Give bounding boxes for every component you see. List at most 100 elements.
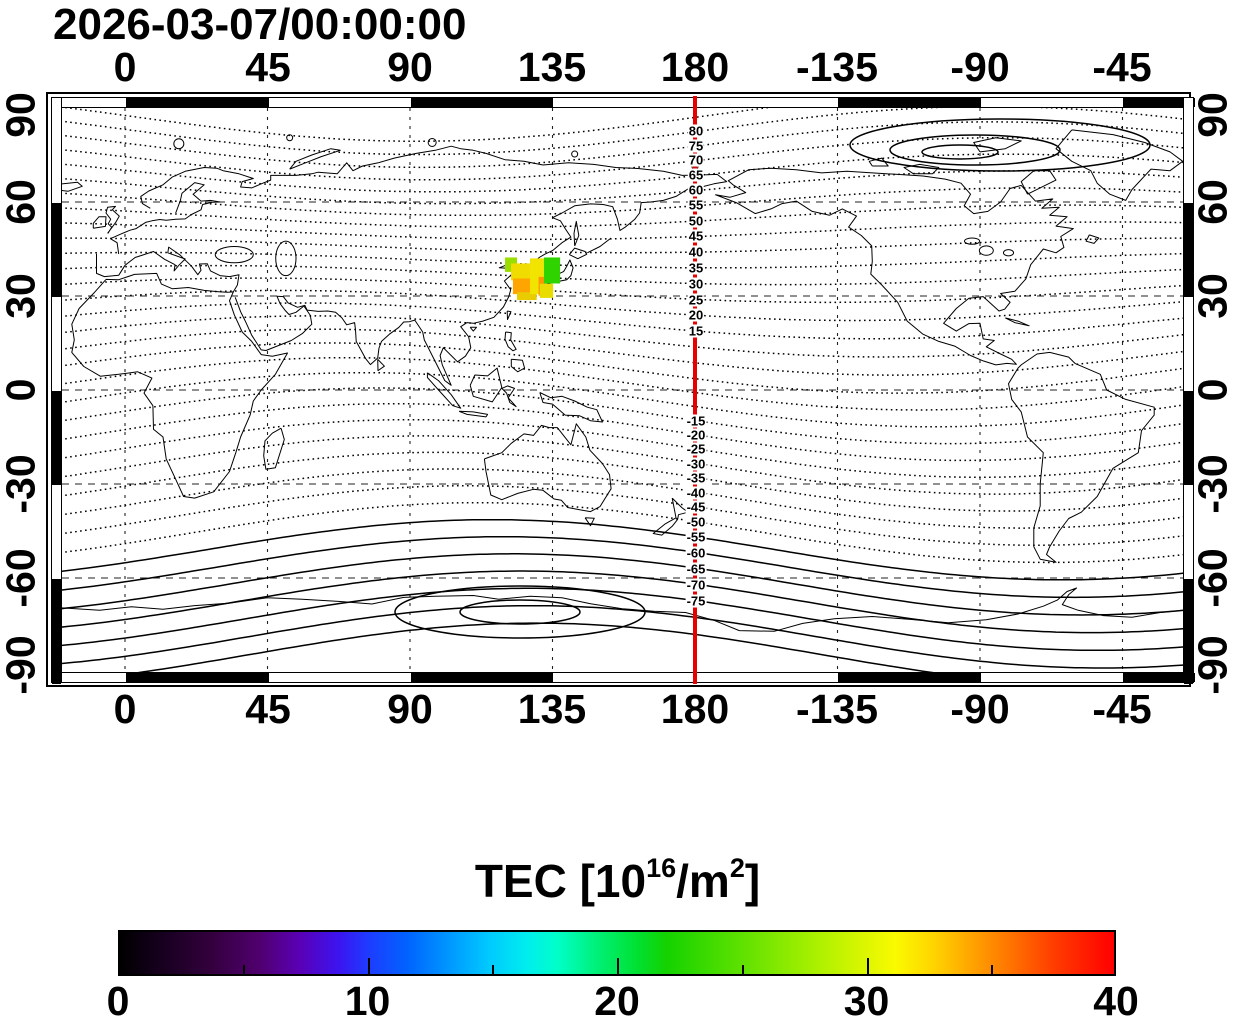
- left-axis-label: 0: [0, 378, 44, 402]
- colorbar-major-tick: [866, 958, 869, 974]
- border-segment-black: [1184, 391, 1193, 485]
- contour-level-label: 75: [687, 138, 705, 154]
- border-segment-white: [1184, 485, 1193, 579]
- contour-level-label: 50: [687, 213, 705, 229]
- plot-title: 2026-03-07/00:00:00: [53, 0, 467, 49]
- colorbar-minor-tick: [741, 965, 744, 974]
- contour-level-label: 60: [687, 182, 705, 198]
- contour-level-label: -40: [685, 485, 707, 501]
- contour-level-label: 70: [687, 152, 705, 168]
- colorbar-tick-label: 40: [1093, 978, 1139, 1021]
- contour-level-label: 80: [687, 123, 705, 139]
- bottom-axis-label: 90: [387, 686, 433, 732]
- contour-level-label: -75: [685, 593, 707, 609]
- contour-level-label: 25: [687, 292, 705, 307]
- colorbar-major-tick: [367, 958, 370, 974]
- border-segment-black: [1184, 579, 1193, 684]
- border-segment-black: [126, 98, 269, 107]
- top-axis-label: -90: [950, 44, 1010, 90]
- right-axis-label: 30: [1189, 273, 1235, 319]
- contour-level-label: 20: [687, 307, 705, 323]
- bottom-axis-label: -90: [950, 686, 1010, 732]
- border-band: [51, 97, 1195, 108]
- colorbar-title-main: TEC [10: [474, 855, 647, 907]
- border-segment-black: [52, 203, 61, 297]
- right-axis-label: -30: [1189, 454, 1235, 514]
- meridian-180-line: [693, 96, 697, 684]
- top-axis-label: 90: [387, 44, 433, 90]
- colorbar-minor-tick: [242, 965, 245, 974]
- top-axis-label: 0: [113, 44, 137, 90]
- top-axis-label: 135: [517, 44, 587, 90]
- border-segment-white: [52, 673, 126, 682]
- border-segment-white: [553, 673, 696, 682]
- contour-level-label: -25: [685, 441, 707, 457]
- bottom-axis-label: -135: [795, 686, 879, 732]
- contour-level-label: 55: [687, 197, 705, 213]
- right-axis-label: -60: [1189, 548, 1235, 608]
- bottom-axis-label: 45: [245, 686, 291, 732]
- border-segment-white: [269, 673, 411, 682]
- left-axis-label: -30: [0, 454, 44, 514]
- right-axis-label: 0: [1189, 378, 1235, 402]
- border-segment-white: [553, 98, 696, 107]
- contour-level-label: -30: [685, 456, 707, 472]
- colorbar-title-mid: /m: [676, 855, 730, 907]
- contour-level-label: -45: [685, 499, 707, 515]
- colorbar-title: TEC [1016/m2]: [0, 852, 1235, 908]
- colorbar-tick-label: 10: [344, 978, 391, 1021]
- border-segment-white: [981, 673, 1123, 682]
- tec-observation-cell: [539, 283, 554, 298]
- bottom-axis-label: 135: [517, 686, 587, 732]
- tec-observation-cell: [517, 292, 537, 301]
- top-axis-label: 45: [245, 44, 291, 90]
- border-segment-white: [696, 673, 838, 682]
- border-segment-black: [1184, 203, 1193, 297]
- right-axis-label: 90: [1189, 92, 1235, 138]
- border-segment-white: [1184, 98, 1193, 203]
- contour-level-label: 45: [687, 228, 705, 244]
- top-axis-label: 180: [660, 44, 730, 90]
- tec-observation-cell: [512, 278, 536, 295]
- border-segment-white: [52, 297, 61, 391]
- left-axis-label: 90: [0, 92, 44, 138]
- left-axis-label: 30: [0, 273, 44, 319]
- border-segment-white: [52, 485, 61, 579]
- colorbar-tick-label: 30: [843, 978, 890, 1021]
- border-segment-white: [52, 98, 126, 107]
- border-segment-white: [52, 98, 61, 203]
- colorbar-title-exp2: 2: [729, 852, 745, 883]
- contour-level-label: 35: [687, 260, 705, 276]
- border-segment-white: [696, 98, 838, 107]
- contour-level-label: 30: [687, 276, 705, 292]
- colorbar-minor-tick: [492, 965, 495, 974]
- tec-observation-cell: [511, 263, 532, 281]
- border-segment-white: [269, 98, 411, 107]
- border-segment-black: [838, 98, 981, 107]
- colorbar-tick-label: 0: [106, 978, 130, 1021]
- contour-level-label: -60: [685, 545, 707, 561]
- border-segment-black: [1123, 98, 1195, 107]
- colorbar-major-tick: [617, 958, 619, 974]
- top-axis-label: -135: [795, 44, 879, 90]
- contour-level-label: 65: [687, 167, 705, 183]
- contour-level-label: 15: [687, 323, 705, 339]
- colorbar-title-exp1: 16: [646, 852, 677, 883]
- border-band: [51, 672, 1195, 683]
- left-axis-label: -60: [0, 548, 44, 608]
- contour-level-label: -20: [685, 427, 707, 443]
- bottom-axis-label: 0: [113, 686, 137, 732]
- left-axis-label: 60: [0, 179, 44, 225]
- border-segment-black: [1123, 673, 1195, 682]
- right-axis-label: 60: [1189, 179, 1235, 225]
- right-axis-label: -90: [1189, 635, 1235, 695]
- border-segment-black: [411, 673, 553, 682]
- contour-level-label: -65: [685, 561, 707, 577]
- contour-level-label: -70: [685, 577, 707, 593]
- top-axis-label: -45: [1092, 44, 1152, 90]
- border-segment-black: [52, 391, 61, 485]
- colorbar-title-end: ]: [744, 855, 761, 907]
- border-segment-white: [981, 98, 1123, 107]
- bottom-axis-label: 180: [660, 686, 730, 732]
